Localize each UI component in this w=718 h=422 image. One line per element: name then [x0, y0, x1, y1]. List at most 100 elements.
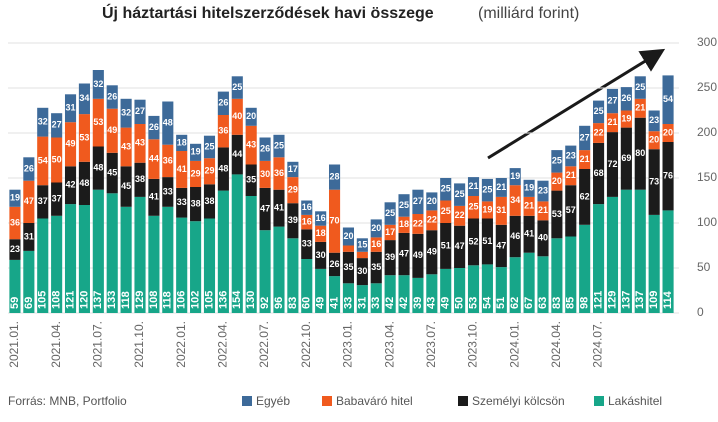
value-label: 42: [384, 297, 396, 309]
bar-segment: [398, 194, 410, 217]
value-label: 106: [176, 291, 188, 309]
bar-segment: [648, 214, 660, 313]
value-label: 40: [538, 233, 548, 243]
value-label: 41: [149, 192, 159, 202]
value-label: 43: [135, 138, 145, 148]
bar-segment: [245, 107, 257, 126]
bar-segment: [92, 146, 104, 190]
value-label: 25: [232, 82, 242, 92]
value-label: 16: [302, 202, 312, 212]
bar-segment: [301, 229, 313, 259]
value-label: 118: [120, 291, 132, 309]
bar-segment: [467, 196, 480, 219]
bar-segment: [273, 189, 285, 227]
value-label: 23: [649, 115, 659, 125]
bar-segment: [315, 268, 327, 313]
value-label: 27: [52, 120, 62, 130]
legend-label: Lakáshitel: [608, 394, 662, 408]
bar-segment: [287, 238, 299, 313]
value-label: 20: [371, 223, 381, 233]
bar-segment: [537, 201, 549, 221]
bar-segment: [120, 127, 132, 167]
value-label: 21: [566, 170, 576, 180]
y-tick-label: 250: [697, 80, 717, 94]
bar-segment: [440, 200, 452, 223]
value-label: 49: [440, 297, 452, 309]
value-label: 27: [135, 106, 145, 116]
trend-arrow: [487, 48, 666, 160]
bar-segment: [120, 98, 132, 128]
value-label: 121: [592, 291, 604, 309]
bar-segment: [217, 91, 229, 115]
value-label: 48: [79, 178, 89, 188]
bar-segment: [273, 226, 285, 313]
value-label: 62: [580, 191, 590, 201]
bar-segment: [648, 110, 660, 132]
value-label: 35: [246, 175, 256, 185]
bar-segment: [78, 205, 90, 313]
value-label: 21: [496, 182, 506, 192]
value-label: 19: [10, 193, 20, 203]
value-label: 36: [10, 217, 20, 227]
value-label: 27: [580, 132, 590, 142]
value-label: 19: [621, 113, 631, 123]
bar-segment: [273, 134, 285, 158]
bar-segment: [231, 76, 243, 99]
bar-segment: [287, 177, 299, 204]
value-label: 49: [315, 297, 327, 309]
bar-segment: [148, 178, 160, 216]
value-label: 130: [245, 291, 257, 309]
value-label: 49: [413, 250, 423, 260]
value-label: 31: [66, 103, 76, 113]
value-label: 38: [135, 174, 145, 184]
bar-segment: [537, 180, 549, 202]
value-label: 80: [635, 148, 645, 158]
bar-segment: [370, 251, 382, 284]
value-label: 69: [23, 297, 35, 309]
bar-segment: [509, 257, 521, 313]
value-label: 72: [607, 159, 617, 169]
bar-segment: [537, 220, 549, 257]
value-label: 109: [648, 291, 660, 309]
value-label: 67: [523, 297, 535, 309]
value-label: 76: [663, 171, 673, 181]
bar-segment: [579, 125, 591, 151]
value-label: 57: [566, 205, 576, 215]
value-label: 105: [203, 291, 215, 309]
bar-segment: [579, 150, 591, 169]
value-label: 31: [356, 297, 368, 309]
x-tick-label: 2023.10.: [466, 321, 480, 368]
bar-segment: [342, 227, 355, 246]
bar-segment: [23, 250, 35, 313]
bar-segment: [203, 218, 216, 313]
bar-segment: [551, 190, 563, 239]
value-label: 35: [371, 262, 381, 272]
value-label: 39: [412, 297, 424, 309]
bar-segment: [620, 189, 632, 313]
bar-segment: [426, 230, 438, 275]
value-label: 21: [635, 103, 645, 113]
bar-segment: [176, 217, 188, 313]
value-label: 41: [177, 164, 187, 174]
bar-segment: [106, 152, 118, 194]
bar-segment: [328, 252, 341, 277]
bar-segment: [537, 256, 549, 313]
value-label: 22: [427, 215, 437, 225]
bar-segment: [481, 201, 493, 219]
x-tick-label: 2021.07.: [90, 321, 104, 368]
bar-segment: [662, 142, 674, 211]
value-label: 26: [330, 259, 340, 269]
bar-segment: [606, 88, 619, 114]
bar-segment: [467, 265, 480, 313]
legend-label: Személyi kölcsön: [472, 394, 565, 408]
value-label: 50: [454, 297, 466, 309]
x-tick-label: 2022.10.: [299, 321, 313, 368]
value-label: 37: [52, 194, 62, 204]
value-label: 45: [107, 167, 117, 177]
bar-segment: [64, 122, 77, 167]
value-label: 43: [246, 140, 256, 150]
value-label: 37: [38, 196, 48, 206]
bar-segment: [426, 210, 438, 231]
bar-segment: [634, 117, 646, 190]
value-label: 26: [149, 122, 159, 132]
